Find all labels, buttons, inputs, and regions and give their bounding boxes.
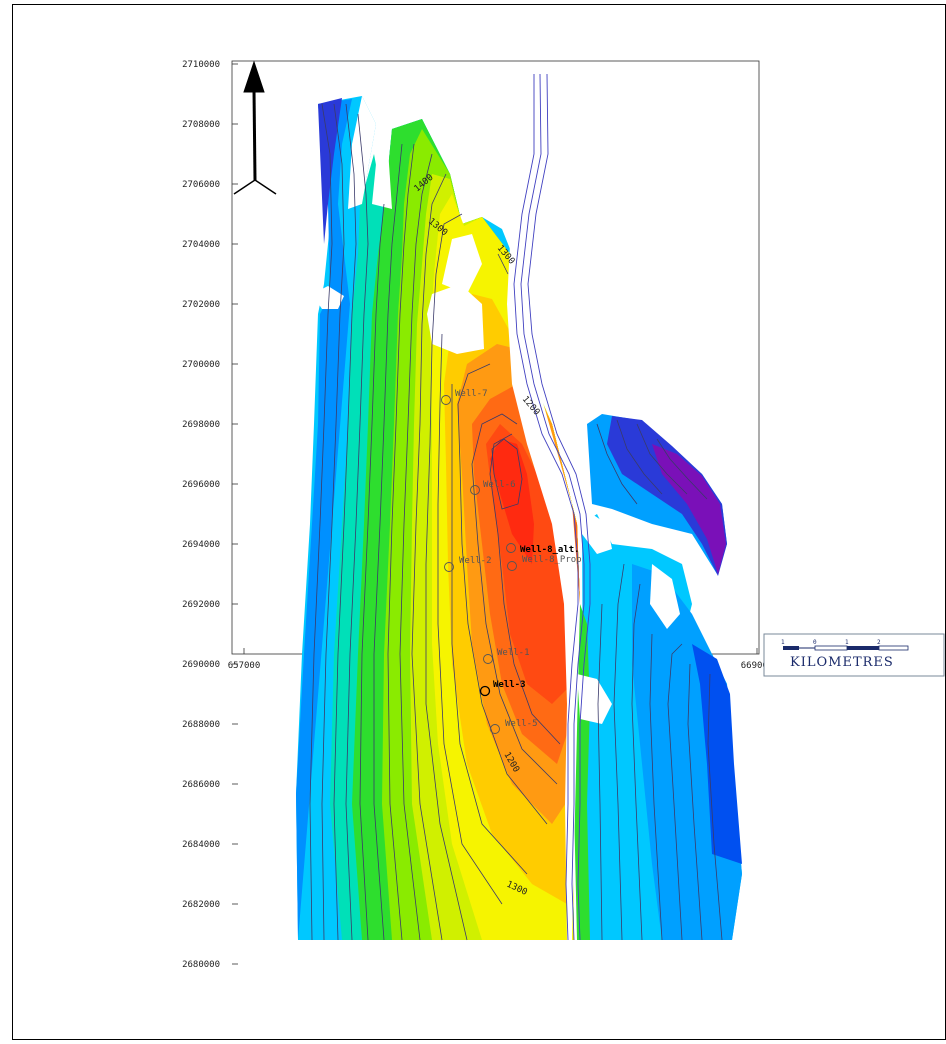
well-label: Well-3 [493, 680, 526, 690]
scale-tick: 1 [781, 639, 785, 646]
y-tick-label: 2696000 [182, 480, 220, 490]
river [513, 73, 591, 941]
y-tick-label: 2698000 [182, 420, 220, 430]
scale-unit: KILOMETRES [790, 655, 894, 670]
x-tick-label: 669000 [741, 661, 774, 671]
wells [441, 395, 517, 734]
y-axis: 2710000 2708000 2706000 2704000 2702000 27000… [182, 60, 238, 970]
map-frame: 2710000 2708000 2706000 2704000 2702000 27000… [12, 4, 946, 1040]
y-tick-label: 2710000 [182, 60, 220, 70]
y-tick-label: 2692000 [182, 600, 220, 610]
north-arrow-icon [233, 60, 277, 195]
scale-bar: 1 0 1 2 KILOMETRES [763, 633, 945, 677]
well-label: Well-8_alt. [520, 545, 580, 555]
well-marker[interactable] [506, 543, 516, 553]
y-tick-label: 2708000 [182, 120, 220, 130]
well-marker[interactable] [441, 395, 451, 405]
well-marker[interactable] [479, 685, 491, 697]
y-tick-label: 2686000 [182, 780, 220, 790]
scale-tick: 2 [877, 639, 881, 646]
contour-lines [309, 103, 723, 941]
y-tick-label: 2690000 [182, 660, 220, 670]
y-tick-label: 2694000 [182, 540, 220, 550]
well-label: Well-7 [455, 389, 488, 399]
y-tick-label: 2684000 [182, 840, 220, 850]
well-label: Well-6 [483, 480, 516, 490]
well-marker[interactable] [483, 654, 493, 664]
well-label: Well-2 [459, 556, 492, 566]
y-tick-label: 2702000 [182, 300, 220, 310]
y-tick-label: 2682000 [182, 900, 220, 910]
y-tick-label: 2688000 [182, 720, 220, 730]
well-labels: Well-7 Well-6 Well-8_alt. Well-8_Prop We… [455, 389, 582, 729]
scale-tick: 0 [813, 639, 817, 646]
well-label: Well-5 [505, 719, 538, 729]
well-marker[interactable] [470, 485, 480, 495]
y-tick-label: 2680000 [182, 960, 220, 970]
well-label: Well-1 [497, 648, 530, 658]
y-tick-label: 2700000 [182, 360, 220, 370]
scale-tick: 1 [845, 639, 849, 646]
well-marker[interactable] [490, 724, 500, 734]
well-label: Well-8_Prop [522, 555, 582, 565]
y-tick-label: 2704000 [182, 240, 220, 250]
y-tick-label: 2706000 [182, 180, 220, 190]
well-marker[interactable] [507, 561, 517, 571]
well-marker[interactable] [444, 562, 454, 572]
x-tick-label: 657000 [228, 661, 261, 671]
contour-map: 2710000 2708000 2706000 2704000 2702000 27000… [12, 4, 946, 1040]
